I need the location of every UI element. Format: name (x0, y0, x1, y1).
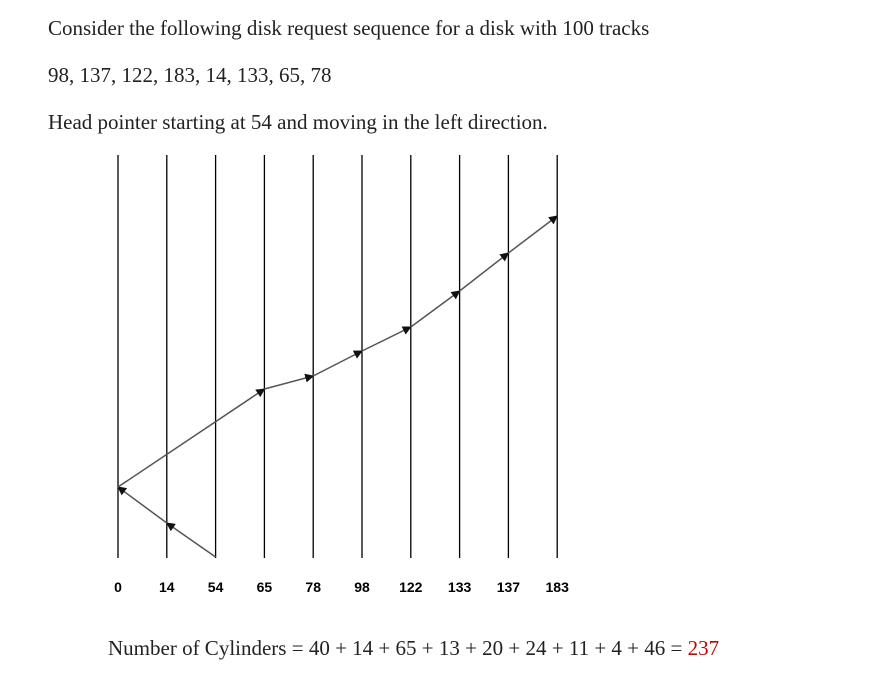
track-label-183: 183 (546, 579, 570, 595)
track-label-137: 137 (497, 579, 521, 595)
head-move-0-to-65 (117, 388, 266, 488)
track-label-122: 122 (399, 579, 423, 595)
formula-expression: Number of Cylinders = 40 + 14 + 65 + 13 … (108, 636, 688, 660)
track-label-133: 133 (448, 579, 472, 595)
cylinder-count-formula: Number of Cylinders = 40 + 14 + 65 + 13 … (108, 636, 719, 660)
track-label-78: 78 (305, 579, 321, 595)
request-sequence: 98, 137, 122, 183, 14, 133, 65, 78 (48, 63, 332, 87)
track-label-14: 14 (159, 579, 175, 595)
track-label-54: 54 (208, 579, 224, 595)
head-move-14-to-0 (117, 486, 168, 524)
head-move-98-to-122 (361, 326, 412, 352)
head-start-description: Head pointer starting at 54 and moving i… (48, 110, 548, 134)
head-move-78-to-98 (312, 350, 363, 377)
track-label-0: 0 (114, 579, 122, 595)
problem-statement: Consider the following disk request sequ… (48, 16, 650, 40)
track-label-98: 98 (354, 579, 370, 595)
head-move-122-to-133 (410, 290, 461, 328)
head-move-137-to-183 (507, 215, 558, 254)
formula-total: 237 (687, 636, 720, 660)
head-move-54-to-14 (165, 522, 217, 558)
head-move-133-to-137 (459, 252, 510, 292)
track-label-65: 65 (257, 579, 273, 595)
head-move-65-to-78 (264, 373, 315, 390)
